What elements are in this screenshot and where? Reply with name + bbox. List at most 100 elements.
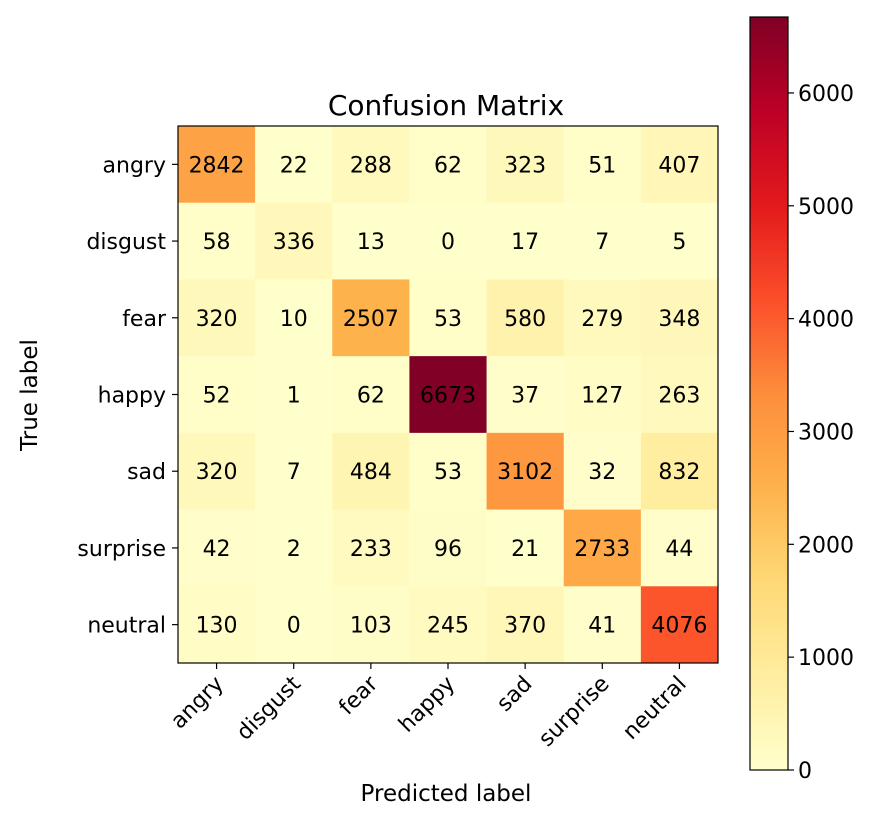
cell-value-label: 2733 — [574, 537, 630, 562]
cell-value-label: 6673 — [420, 384, 476, 409]
colorbar-tick-label: 4000 — [798, 308, 854, 333]
heatmap-cell — [409, 356, 488, 434]
heatmap-cell — [332, 279, 410, 357]
heatmap-cell — [486, 509, 565, 587]
x-tick-label: sad — [492, 672, 537, 717]
heatmap-cell — [640, 356, 719, 434]
x-tick-label: surprise — [534, 672, 614, 752]
cell-value-label: 17 — [511, 230, 539, 255]
heatmap-cell — [563, 432, 642, 511]
colorbar-tick-label: 2000 — [798, 533, 854, 558]
cell-value-label: 53 — [434, 307, 462, 332]
cell-value-label: 52 — [203, 384, 231, 409]
heatmap-cell — [178, 432, 256, 511]
heatmap-cell — [640, 279, 719, 357]
cell-value-label: 21 — [511, 537, 539, 562]
heatmap-cell — [409, 126, 488, 204]
heatmap-cell — [563, 279, 642, 357]
x-tick-label: fear — [334, 671, 383, 720]
cell-value-label: 323 — [504, 153, 546, 178]
heatmap-cell — [178, 509, 256, 587]
heatmap-cell — [332, 509, 410, 587]
cell-value-label: 51 — [588, 153, 616, 178]
heatmap-cell — [486, 202, 565, 280]
heatmap-cell — [255, 279, 333, 357]
heatmap-cell — [563, 356, 642, 434]
cell-value-label: 7 — [595, 230, 609, 255]
cell-value-label: 4076 — [651, 614, 707, 639]
heatmap-cell — [332, 432, 410, 511]
cell-value-label: 320 — [196, 307, 238, 332]
x-tick-label: neutral — [618, 672, 691, 745]
heatmap-cell — [409, 202, 488, 280]
heatmap-cell — [563, 509, 642, 587]
heatmap-cell — [178, 202, 256, 280]
cell-value-label: 1 — [287, 384, 301, 409]
cell-value-label: 32 — [588, 460, 616, 485]
heatmap-cell — [255, 432, 333, 511]
heatmap-cell — [486, 586, 565, 664]
colorbar-gradient — [749, 16, 789, 771]
y-axis-ticks: angry disgust fear happy sad surprise neutral — [77, 153, 178, 639]
heatmap-cell — [255, 356, 333, 434]
heatmap-cell — [409, 279, 488, 357]
y-tick-label: angry — [103, 153, 166, 178]
y-tick-label: surprise — [77, 537, 166, 562]
cell-value-label: 370 — [504, 614, 546, 639]
colorbar-tick-label: 0 — [798, 759, 812, 784]
x-axis-label: Predicted label — [361, 781, 532, 807]
cell-value-label: 233 — [350, 537, 392, 562]
colorbar-tick-label: 3000 — [798, 420, 854, 445]
cell-value-label: 7 — [287, 460, 301, 485]
heatmap-cells — [178, 126, 719, 664]
cell-value-label: 484 — [350, 460, 392, 485]
heatmap-cell — [178, 586, 256, 664]
heatmap-cell — [486, 126, 565, 204]
cell-value-label: 580 — [504, 307, 546, 332]
cell-value-label: 0 — [287, 614, 301, 639]
cell-value-label: 22 — [280, 153, 308, 178]
heatmap-cell — [255, 586, 333, 664]
cell-value-label: 127 — [581, 384, 623, 409]
cell-value-label: 130 — [196, 614, 238, 639]
chart-title: Confusion Matrix — [328, 89, 564, 122]
y-tick-label: sad — [127, 460, 166, 485]
heatmap-cell — [563, 126, 642, 204]
y-axis-label: True label — [17, 339, 43, 452]
cell-value-label: 2842 — [189, 153, 245, 178]
heatmap-cell — [332, 202, 410, 280]
cell-value-label: 37 — [511, 384, 539, 409]
heatmap-cell — [178, 279, 256, 357]
cell-value-label: 263 — [658, 384, 700, 409]
cell-value-label: 44 — [665, 537, 693, 562]
cell-value-label: 336 — [273, 230, 315, 255]
y-tick-label: disgust — [86, 230, 166, 255]
cell-value-label: 288 — [350, 153, 392, 178]
heatmap-cell — [178, 126, 256, 204]
y-tick-label: neutral — [87, 614, 166, 639]
heatmap-cell — [486, 432, 565, 511]
colorbar-ticks: 0 1000 2000 3000 4000 5000 6000 — [788, 82, 854, 784]
heatmap-cell — [640, 126, 719, 204]
cell-value-label: 279 — [581, 307, 623, 332]
y-tick-label: happy — [98, 384, 166, 409]
cell-value-label: 53 — [434, 460, 462, 485]
cell-value-label: 407 — [658, 153, 700, 178]
colorbar-tick-label: 1000 — [798, 646, 854, 671]
colorbar-tick-label: 6000 — [798, 82, 854, 107]
cell-value-label: 10 — [280, 307, 308, 332]
cell-value-label: 245 — [427, 614, 469, 639]
cell-value-label: 2507 — [343, 307, 399, 332]
heatmap-cell — [486, 279, 565, 357]
cell-value-label: 5 — [672, 230, 686, 255]
cell-value-label: 42 — [203, 537, 231, 562]
cell-value-label: 13 — [357, 230, 385, 255]
heatmap-cell — [563, 586, 642, 664]
cell-value-label: 62 — [357, 384, 385, 409]
cell-value-label: 832 — [658, 460, 700, 485]
heatmap-cell — [255, 126, 333, 204]
x-tick-label: happy — [394, 672, 460, 738]
cell-value-label: 41 — [588, 614, 616, 639]
colorbar: 0 1000 2000 3000 4000 5000 6000 — [749, 16, 854, 784]
